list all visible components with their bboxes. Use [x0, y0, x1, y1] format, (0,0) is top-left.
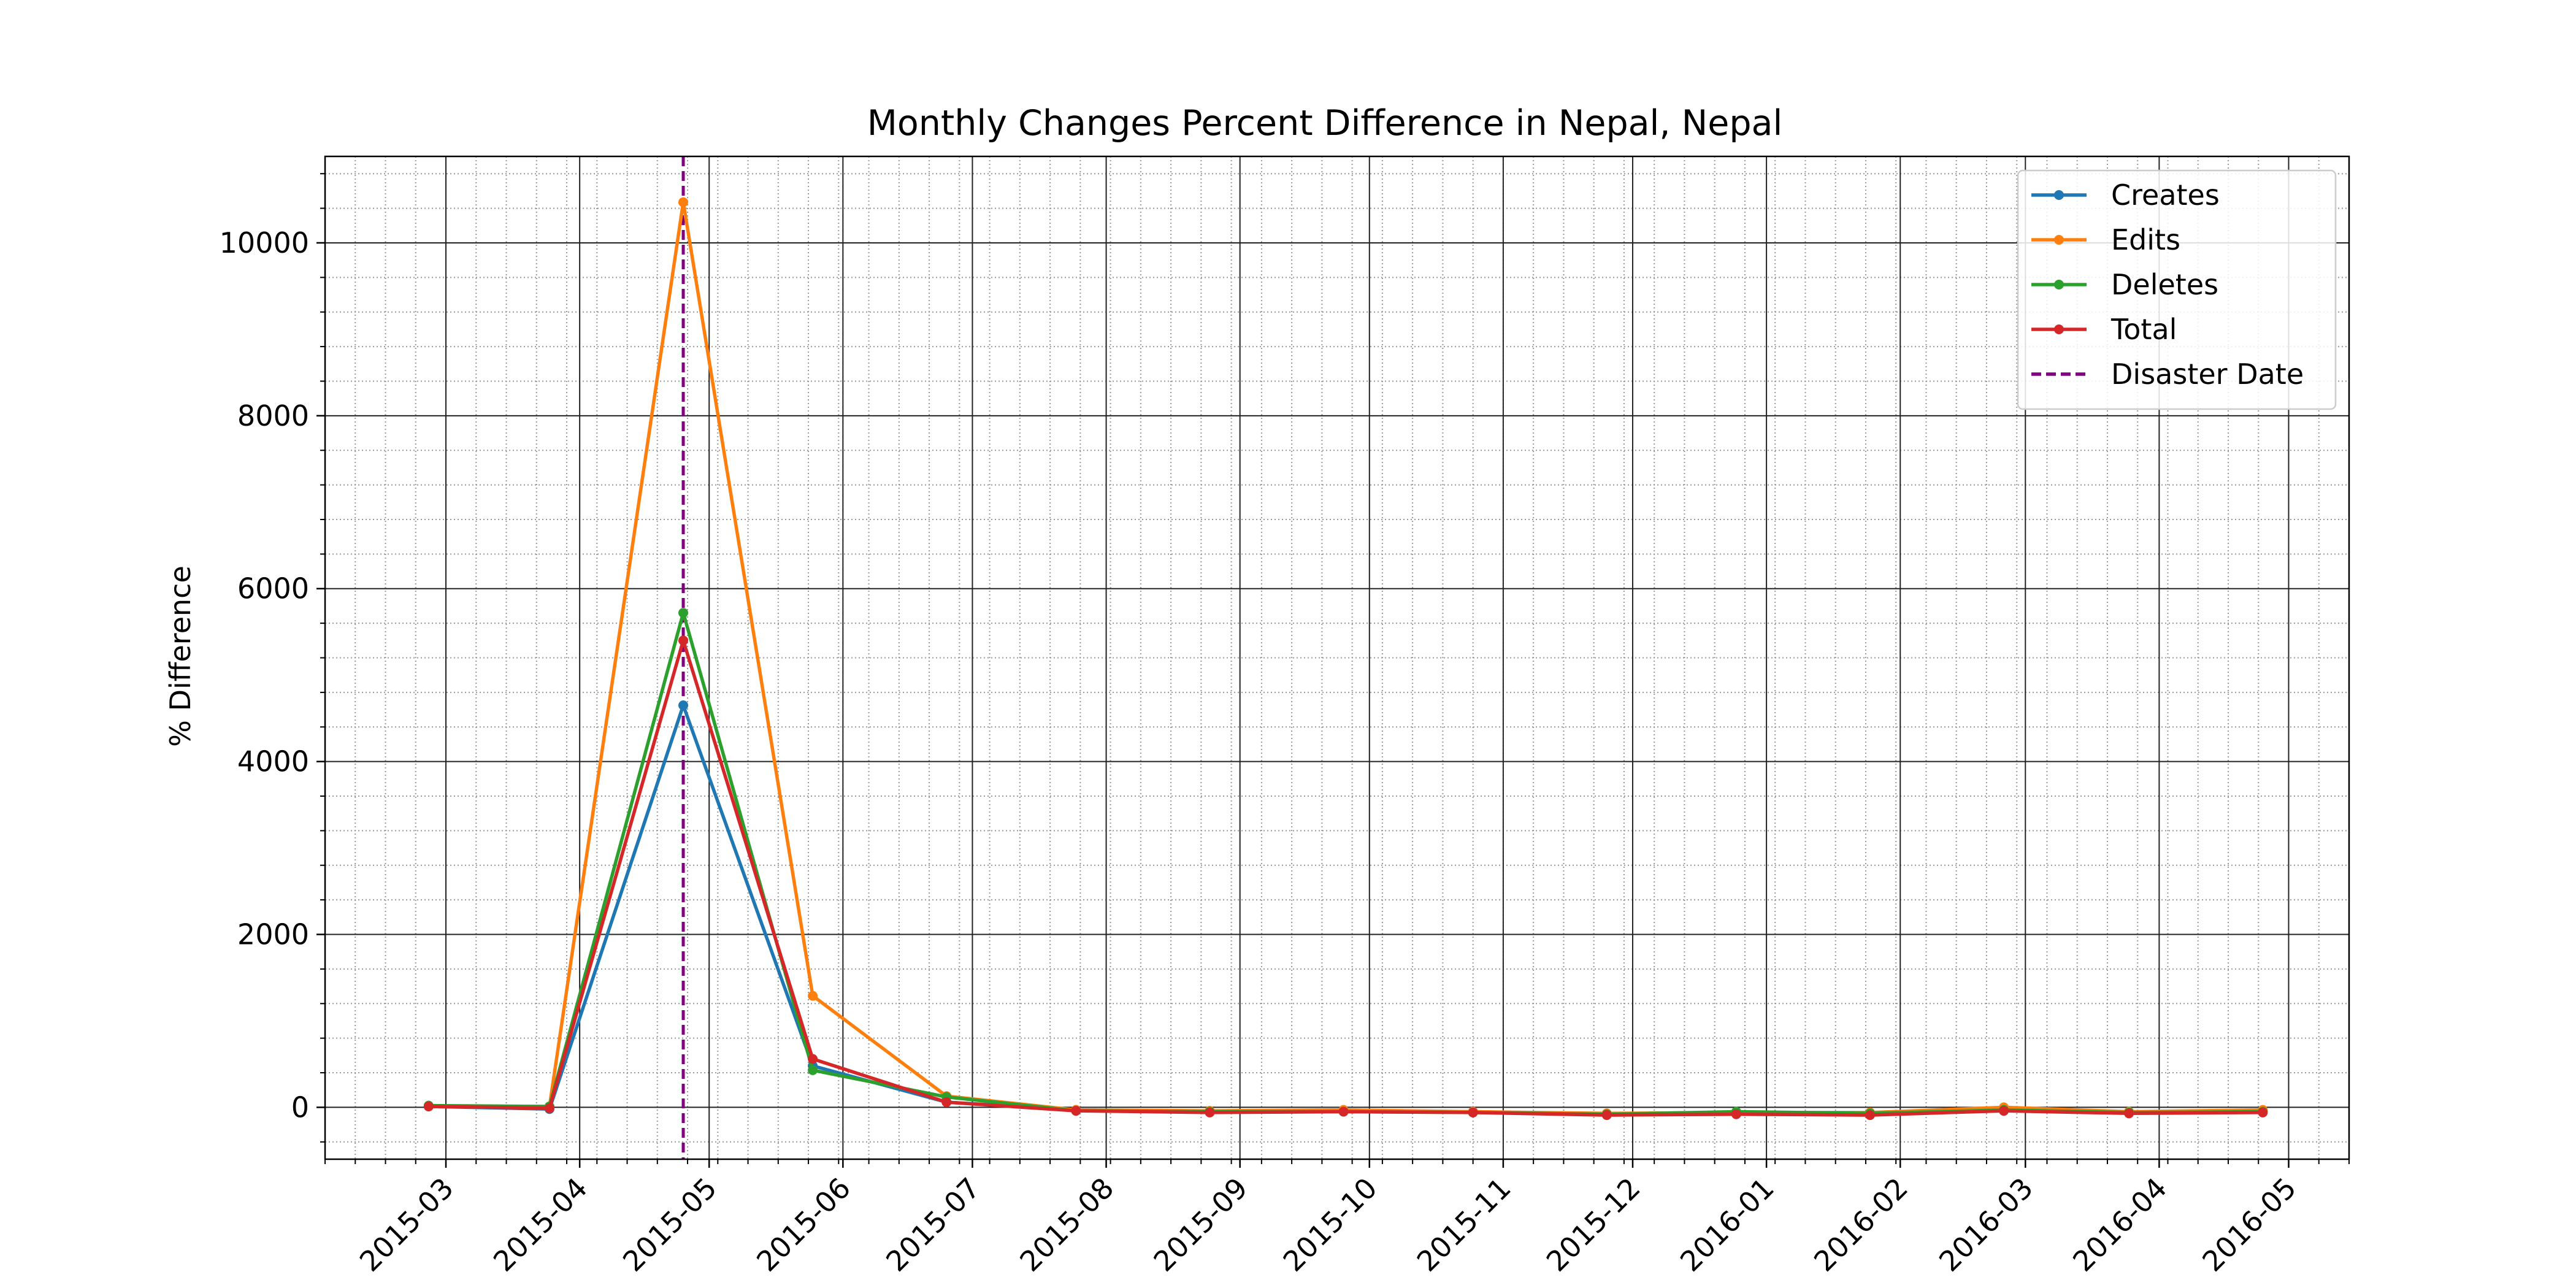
chart-title: Monthly Changes Percent Difference in Ne…: [867, 103, 1783, 144]
plot-frame: [324, 155, 2350, 1160]
data-point-total: [1468, 1107, 1478, 1117]
y-tick-label: 2000: [237, 918, 309, 951]
y-axis-label: % Difference: [164, 565, 197, 746]
data-point-total: [1071, 1106, 1081, 1116]
data-point-deletes: [808, 1065, 818, 1075]
y-tick-label: 4000: [237, 745, 309, 778]
legend: Creates Edits Deletes Total Disaster Date: [2017, 169, 2337, 410]
legend-marker: [2054, 324, 2064, 334]
data-point-total: [1338, 1106, 1349, 1117]
data-point-total: [1731, 1109, 1741, 1119]
data-point-deletes: [678, 608, 689, 618]
data-point-total: [2258, 1107, 2268, 1117]
y-tick-label: 8000: [237, 399, 309, 432]
legend-label: Total: [2110, 313, 2177, 346]
data-point-total: [678, 635, 689, 646]
legend-label: Disaster Date: [2111, 358, 2304, 391]
y-tick-label: 10000: [220, 226, 309, 259]
data-point-total: [423, 1102, 434, 1112]
major-grid: [325, 156, 2349, 1159]
data-point-total: [1999, 1106, 2009, 1116]
y-tick-label: 0: [291, 1091, 309, 1124]
data-point-total: [1601, 1110, 1612, 1121]
legend-box: [2017, 169, 2337, 410]
legend-label: Edits: [2111, 223, 2180, 256]
data-point-edits: [808, 991, 818, 1001]
data-point-total: [1205, 1107, 1215, 1117]
legend-label: Deletes: [2111, 268, 2218, 301]
y-tick-label: 6000: [237, 572, 309, 605]
series-layer: [423, 156, 2268, 1159]
data-point-creates: [678, 700, 689, 711]
data-point-edits: [678, 197, 689, 207]
data-point-total: [808, 1054, 818, 1064]
legend-marker: [2054, 190, 2064, 200]
legend-marker: [2054, 235, 2064, 245]
data-point-total: [1865, 1110, 1875, 1121]
data-point-total: [2124, 1108, 2134, 1119]
data-point-total: [544, 1103, 554, 1113]
legend-label: Creates: [2111, 178, 2220, 212]
legend-marker: [2054, 280, 2064, 289]
data-point-total: [941, 1097, 952, 1107]
